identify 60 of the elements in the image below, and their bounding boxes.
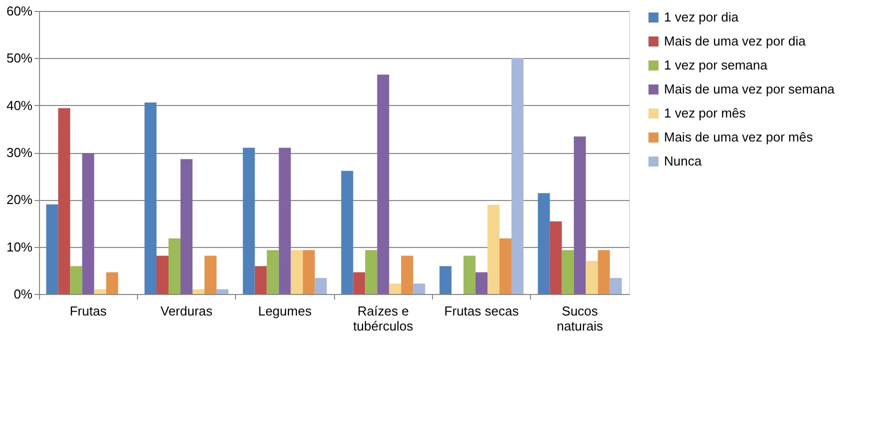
bar — [46, 204, 58, 294]
bar — [487, 204, 500, 294]
bar — [389, 284, 402, 294]
y-tick-label: 10% — [6, 239, 33, 254]
legend-label: Mais de uma vez por mês — [664, 130, 814, 144]
legend-label: 1 vez por semana — [664, 58, 768, 72]
bar — [168, 238, 181, 294]
bar — [156, 256, 169, 294]
bar — [94, 289, 106, 294]
bar — [216, 289, 228, 294]
bar — [562, 250, 574, 294]
bar — [180, 159, 192, 294]
bar — [377, 74, 390, 294]
x-tick-label: Frutas — [70, 304, 108, 318]
bar — [476, 272, 488, 294]
bar — [511, 58, 524, 294]
bar — [401, 256, 414, 294]
legend-label: Mais de uma vez por semana — [664, 82, 836, 96]
bar — [254, 266, 267, 294]
bar — [58, 108, 70, 294]
bar — [106, 272, 118, 294]
legend-label: Nunca — [664, 154, 702, 168]
bar — [464, 256, 476, 294]
x-tick-label: Legumes — [258, 304, 312, 318]
x-tick-label: Verduras — [160, 304, 214, 318]
bar — [70, 266, 82, 294]
bar — [550, 221, 562, 294]
bar — [82, 152, 94, 294]
y-tick-label: 20% — [6, 192, 33, 208]
x-tick-label: Sucos naturais — [556, 304, 604, 334]
y-tick-label: 50% — [6, 50, 33, 66]
bar — [192, 289, 204, 294]
bar — [413, 284, 426, 294]
y-tick-label: 40% — [6, 98, 33, 113]
bar — [314, 278, 327, 294]
x-tick-label: Raízes e tubérculos — [353, 304, 414, 334]
legend-label: 1 vez por mês — [664, 106, 746, 120]
bar — [341, 170, 354, 294]
bar — [499, 238, 512, 294]
bar — [302, 250, 315, 294]
bar — [365, 250, 378, 294]
y-tick-label: 0% — [14, 286, 33, 302]
bar — [290, 250, 303, 294]
bar — [204, 256, 216, 294]
bar — [242, 148, 255, 294]
bar — [144, 102, 157, 294]
bar — [440, 266, 452, 294]
bar — [586, 260, 598, 294]
bar — [598, 250, 610, 294]
bar — [538, 193, 550, 294]
legend-label: 1 vez por dia — [664, 10, 740, 24]
bar — [353, 272, 366, 294]
x-tick-label: Frutas secas — [444, 304, 520, 318]
bar — [278, 148, 291, 294]
y-tick-label: 30% — [6, 145, 33, 160]
bar — [266, 250, 279, 294]
legend-label: Mais de uma vez por dia — [664, 34, 806, 48]
y-tick-label: 60% — [6, 4, 33, 18]
bar — [610, 278, 622, 294]
bar — [574, 136, 586, 294]
